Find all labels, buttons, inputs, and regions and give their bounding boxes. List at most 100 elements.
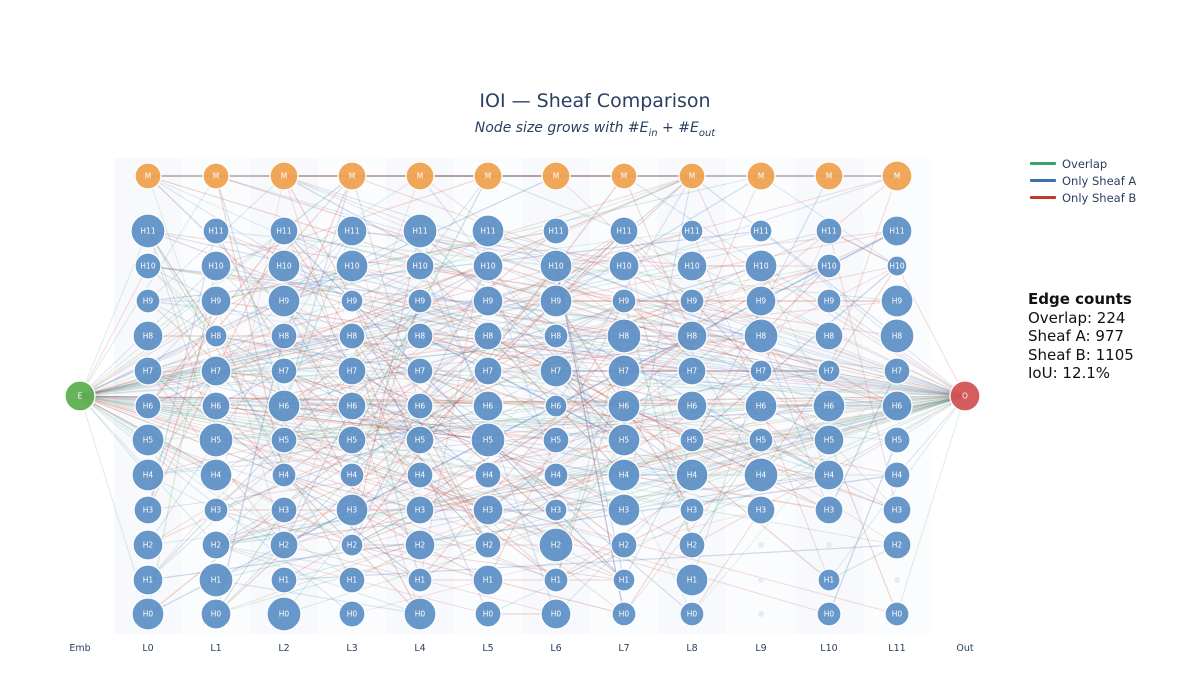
node-l5-h9[interactable]: H9 bbox=[472, 285, 504, 317]
node-l0-h1[interactable]: H1 bbox=[132, 564, 164, 596]
node-l6-h5[interactable]: H5 bbox=[542, 426, 570, 454]
node-l1-h7[interactable]: H7 bbox=[200, 355, 232, 387]
node-l4-h4[interactable]: H4 bbox=[406, 461, 434, 489]
node-l3-h3[interactable]: H3 bbox=[335, 493, 369, 527]
node-l3-h2[interactable]: H2 bbox=[340, 533, 364, 557]
node-l5-h0[interactable]: H0 bbox=[474, 600, 502, 628]
node-l11-h1[interactable] bbox=[894, 577, 900, 583]
node-l11-h8[interactable]: H8 bbox=[879, 318, 915, 354]
node-l4-h3[interactable]: H3 bbox=[405, 495, 435, 525]
node-l8-h9[interactable]: H9 bbox=[679, 288, 705, 314]
node-l10-h5[interactable]: H5 bbox=[813, 424, 845, 456]
node-l11-h11[interactable]: H11 bbox=[881, 215, 913, 247]
node-l5-h1[interactable]: H1 bbox=[472, 564, 504, 596]
node-l9-h3[interactable]: H3 bbox=[746, 495, 776, 525]
node-l3-h8[interactable]: H8 bbox=[338, 322, 366, 350]
node-l2-h9[interactable]: H9 bbox=[267, 284, 301, 318]
node-l10-h6[interactable]: H6 bbox=[812, 389, 846, 423]
node-l1-h3[interactable]: H3 bbox=[203, 497, 229, 523]
node-l3-h5[interactable]: H5 bbox=[337, 425, 367, 455]
node-l4-h9[interactable]: H9 bbox=[407, 288, 433, 314]
node-l6-h0[interactable]: H0 bbox=[540, 598, 572, 630]
node-l6-h1[interactable]: H1 bbox=[543, 567, 569, 593]
node-l8-h6[interactable]: H6 bbox=[676, 390, 708, 422]
legend-item-sheaf-a[interactable]: Only Sheaf A bbox=[1030, 172, 1136, 189]
node-l0-h10[interactable]: H10 bbox=[134, 252, 162, 280]
node-l9-m[interactable]: M bbox=[746, 161, 776, 191]
node-l4-h7[interactable]: H7 bbox=[406, 357, 434, 385]
node-l10-h2[interactable] bbox=[826, 542, 832, 548]
node-l6-h3[interactable]: H3 bbox=[544, 498, 568, 522]
node-l10-h8[interactable]: H8 bbox=[814, 321, 844, 351]
node-l9-h1[interactable] bbox=[758, 577, 764, 583]
node-l2-m[interactable]: M bbox=[269, 161, 299, 191]
node-l10-h11[interactable]: H11 bbox=[815, 217, 843, 245]
node-l10-m[interactable]: M bbox=[814, 161, 844, 191]
node-l5-h8[interactable]: H8 bbox=[473, 321, 503, 351]
node-l7-h6[interactable]: H6 bbox=[607, 389, 641, 423]
node-l11-h2[interactable]: H2 bbox=[882, 530, 912, 560]
node-l9-h0[interactable] bbox=[758, 611, 764, 617]
node-l11-h5[interactable]: H5 bbox=[883, 426, 911, 454]
node-l2-h5[interactable]: H5 bbox=[270, 426, 298, 454]
node-l9-h9[interactable]: H9 bbox=[745, 285, 777, 317]
node-l3-h6[interactable]: H6 bbox=[337, 391, 367, 421]
node-l6-m[interactable]: M bbox=[541, 161, 571, 191]
node-l5-h5[interactable]: H5 bbox=[470, 422, 506, 458]
node-l7-h1[interactable]: H1 bbox=[612, 568, 636, 592]
node-l10-h4[interactable]: H4 bbox=[813, 459, 845, 491]
node-l4-m[interactable]: M bbox=[405, 161, 435, 191]
node-l7-h5[interactable]: H5 bbox=[607, 423, 641, 457]
node-l10-h9[interactable]: H9 bbox=[816, 288, 842, 314]
node-l3-h9[interactable]: H9 bbox=[340, 289, 364, 313]
node-l1-h9[interactable]: H9 bbox=[200, 285, 232, 317]
node-l11-m[interactable]: M bbox=[881, 160, 913, 192]
node-l2-h3[interactable]: H3 bbox=[270, 496, 298, 524]
node-l10-h0[interactable]: H0 bbox=[816, 601, 842, 627]
node-l10-h3[interactable]: H3 bbox=[814, 495, 844, 525]
node-l8-h7[interactable]: H7 bbox=[677, 356, 707, 386]
node-l5-h11[interactable]: H11 bbox=[471, 214, 505, 248]
node-l1-h6[interactable]: H6 bbox=[201, 391, 231, 421]
node-l1-h0[interactable]: H0 bbox=[200, 598, 232, 630]
node-l5-h6[interactable]: H6 bbox=[472, 390, 504, 422]
node-l9-h8[interactable]: H8 bbox=[743, 318, 779, 354]
node-l6-h6[interactable]: H6 bbox=[544, 394, 568, 418]
node-l10-h10[interactable]: H10 bbox=[816, 253, 842, 279]
node-l7-m[interactable]: M bbox=[610, 162, 638, 190]
node-l8-h3[interactable]: H3 bbox=[679, 497, 705, 523]
node-l1-h11[interactable]: H11 bbox=[202, 217, 230, 245]
node-l11-h9[interactable]: H9 bbox=[880, 284, 914, 318]
node-l7-h11[interactable]: H11 bbox=[609, 216, 639, 246]
node-l3-m[interactable]: M bbox=[337, 161, 367, 191]
node-l9-h6[interactable]: H6 bbox=[744, 389, 778, 423]
node-l2-h7[interactable]: H7 bbox=[270, 357, 298, 385]
node-l9-h4[interactable]: H4 bbox=[743, 457, 779, 493]
node-l1-h4[interactable]: H4 bbox=[199, 458, 233, 492]
node-l7-h3[interactable]: H3 bbox=[607, 493, 641, 527]
node-l0-h9[interactable]: H9 bbox=[135, 288, 161, 314]
node-l2-h4[interactable]: H4 bbox=[271, 462, 297, 488]
node-l0-h11[interactable]: H11 bbox=[130, 213, 166, 249]
node-l6-h4[interactable]: H4 bbox=[543, 462, 569, 488]
node-l7-h2[interactable]: H2 bbox=[610, 531, 638, 559]
node-l8-h10[interactable]: H10 bbox=[676, 250, 708, 282]
node-l9-h7[interactable]: H7 bbox=[749, 359, 773, 383]
node-l5-m[interactable]: M bbox=[473, 161, 503, 191]
node-l2-h0[interactable]: H0 bbox=[266, 596, 302, 632]
node-l5-h3[interactable]: H3 bbox=[472, 494, 504, 526]
legend-item-sheaf-b[interactable]: Only Sheaf B bbox=[1030, 189, 1136, 206]
node-l7-h7[interactable]: H7 bbox=[607, 354, 641, 388]
node-l3-h10[interactable]: H10 bbox=[335, 249, 369, 283]
node-l8-h5[interactable]: H5 bbox=[679, 427, 705, 453]
node-l11-h10[interactable]: H10 bbox=[886, 255, 908, 277]
node-l5-h2[interactable]: H2 bbox=[474, 531, 502, 559]
node-l0-h3[interactable]: H3 bbox=[133, 495, 163, 525]
node-l0-h7[interactable]: H7 bbox=[133, 356, 163, 386]
node-l0-h5[interactable]: H5 bbox=[131, 423, 165, 457]
node-l4-h2[interactable]: H2 bbox=[404, 529, 436, 561]
node-l3-h7[interactable]: H7 bbox=[337, 356, 367, 386]
node-l1-h10[interactable]: H10 bbox=[200, 250, 232, 282]
node-l7-h9[interactable]: H9 bbox=[611, 288, 637, 314]
node-l5-h10[interactable]: H10 bbox=[472, 250, 504, 282]
